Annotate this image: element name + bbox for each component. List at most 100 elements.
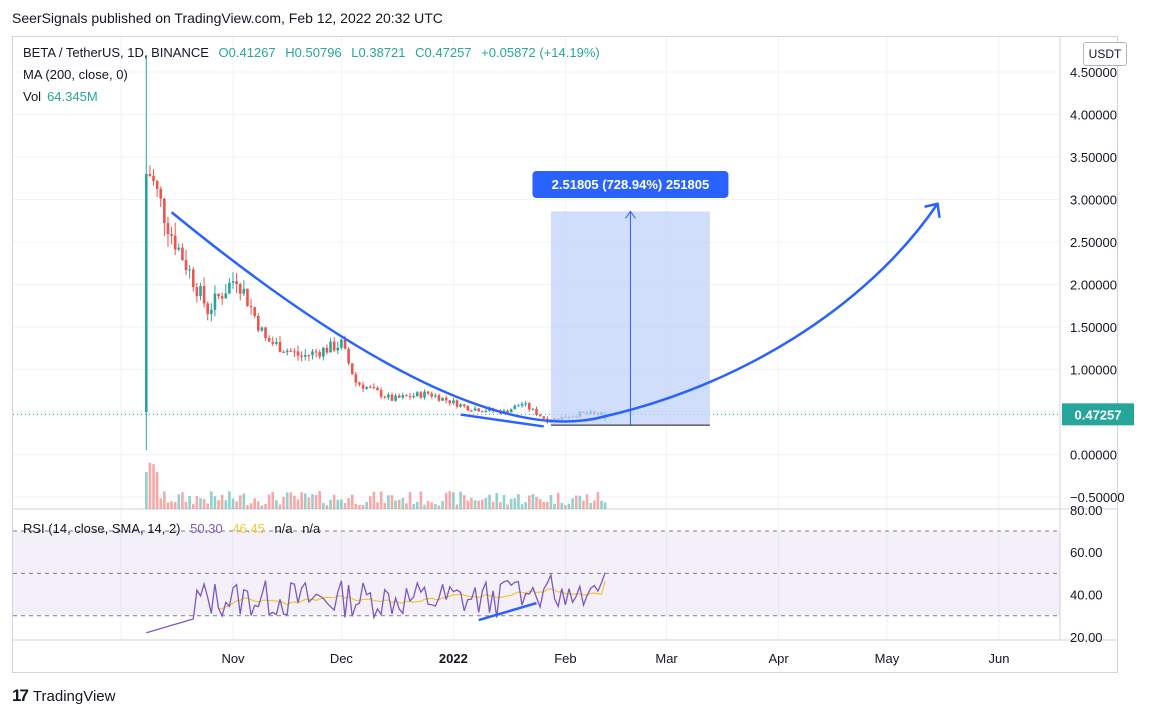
volume-bar [600,500,603,509]
time-axis-label: Feb [554,651,576,666]
candle-body [506,410,509,413]
candle-body [437,395,441,401]
volume-bar [256,501,260,509]
volume-bar [387,495,390,509]
measure-label-box [532,171,729,198]
volume-bar [249,503,253,509]
candle-body [217,293,220,297]
volume-bar [361,504,365,509]
candle-body [441,397,444,401]
tradingview-logo-icon: 17 [12,686,29,705]
candle-body [170,234,173,236]
volume-bar [459,491,462,509]
symbol-label[interactable]: BETA / TetherUS, 1D, BINANCE [23,45,209,60]
candle-body [513,405,517,410]
candle-body [394,395,397,401]
candle-body [325,347,329,353]
volume-bar [188,495,191,509]
candle-body [358,382,361,385]
volume-bar [220,494,224,509]
candle-body [303,355,307,357]
volume-bar [423,504,426,509]
volume-bar [314,495,318,509]
last-price-badge [1062,403,1134,426]
candle-body [231,281,235,283]
volume-bar [585,494,589,509]
candle-body [188,269,191,271]
volume-bar [163,491,166,509]
open-value: O0.41267 [218,45,276,60]
candle-body [285,350,289,353]
main-legend: BETA / TetherUS, 1D, BINANCE O0.41267 H0… [23,45,606,60]
candle-body [228,282,231,294]
vol-value: 64.345M [47,89,98,104]
volume-bar [556,492,560,509]
volume-bar [488,494,491,509]
volume-bar [452,492,455,509]
rsi-na-2: n/a [302,521,321,536]
candle-body [296,351,300,356]
volume-bar [224,500,228,509]
volume-bar [405,503,408,509]
volume-bar [340,499,343,509]
candle-body [307,355,311,357]
candle-body [148,174,152,176]
volume-bar [466,500,470,509]
volume-bar [546,501,549,509]
candle-body [423,391,426,398]
volume-bar [430,502,434,509]
volume-bar [166,502,170,509]
volume-bar [235,501,238,509]
time-axis-label: Jun [988,651,1009,666]
candle-body [163,198,166,224]
volume-bar [470,497,473,509]
candle-body [383,396,387,398]
rsi-axis-label: 20.00 [1070,630,1103,645]
volume-bar [173,502,177,509]
time-axis-label: Apr [768,651,789,666]
rsi-ma-line [218,580,606,610]
currency-button[interactable]: USDT [1083,42,1127,66]
candle-body [350,363,354,375]
candle-body [524,403,527,405]
ma-legend[interactable]: MA (200, close, 0) [23,67,134,82]
candle-body [256,315,260,331]
volume-bar [275,500,278,509]
volume-bar [506,504,509,509]
measure-label: 2.51805 (728.94%) 251805 [552,177,710,192]
volume-bar [473,500,477,509]
volume-bar [318,491,322,509]
candle-body [300,355,303,357]
candle-body [166,223,170,235]
vol-legend[interactable]: Vol 64.345M [23,89,104,104]
volume-bar [542,501,546,509]
volume-bar [285,492,289,509]
price-axis-label: 4.00000 [1070,108,1117,123]
chart-frame [12,36,1118,673]
candle-body [144,174,148,412]
rsi-axis-label: 60.00 [1070,545,1103,560]
candle-body [354,374,358,383]
candle-body [155,181,159,189]
candle-body [397,395,401,398]
candle-body [379,390,383,397]
candle-body [191,269,195,288]
volume-bar [264,503,267,509]
volume-bar [311,494,314,509]
volume-bar [195,496,199,509]
candle-body [213,293,217,310]
footer-brand: TradingView [32,687,116,705]
volume-bar [300,492,303,509]
volume-bar [448,491,452,509]
candle-body [480,411,484,413]
volume-bar [144,471,148,509]
volume-bar [383,503,387,509]
volume-bar [325,505,329,509]
footer-logo[interactable]: 17 TradingView [12,686,115,706]
volume-bar [296,499,300,509]
volume-bar [213,496,217,509]
rsi-legend[interactable]: RSI (14, close, SMA, 14, 2) 50.30 46.45 … [23,521,326,536]
candle-body [390,394,394,401]
candle-body [242,288,246,294]
